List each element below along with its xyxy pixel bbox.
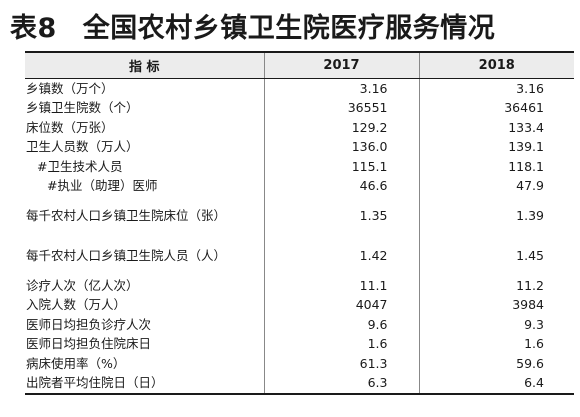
- table-header: 指 标 2017 2018: [25, 53, 574, 79]
- value-2018: 1.6: [418, 334, 574, 354]
- header-row: 指 标 2017 2018: [25, 53, 574, 79]
- value-2017: 36551: [263, 98, 419, 118]
- value-2017: 61.3: [263, 354, 419, 374]
- table-row: 医师日均担负住院床日 1.6 1.6: [25, 334, 574, 354]
- row-label: 乡镇卫生院数（个）: [26, 100, 139, 116]
- table-row: 乡镇数（万个） 3.16 3.16: [25, 78, 574, 99]
- table-row: 出院者平均住院日（日） 6.3 6.4: [25, 373, 574, 393]
- row-label-sub: #执业（助理）医师: [47, 178, 158, 194]
- value-2018: 47.9: [418, 176, 574, 196]
- row-label-sub: #卫生技术人员: [37, 158, 123, 174]
- value-2017: 11.1: [263, 276, 419, 296]
- row-label: 每千农村人口乡镇卫生院床位（张）: [26, 208, 227, 223]
- row-label: 诊疗人次（亿人次）: [26, 277, 139, 293]
- row-label: 病床使用率（%）: [26, 355, 126, 371]
- value-2018: 139.1: [418, 137, 574, 157]
- header-year-2018: 2018: [418, 53, 574, 79]
- table-row: 乡镇卫生院数（个） 36551 36461: [25, 98, 574, 118]
- table-row: 诊疗人次（亿人次） 11.1 11.2: [25, 276, 574, 296]
- value-2017: 129.2: [263, 118, 419, 138]
- value-2018: 36461: [418, 98, 574, 118]
- value-2017: 6.3: [263, 373, 419, 393]
- value-2018: 133.4: [418, 118, 574, 138]
- value-2018: 59.6: [418, 354, 574, 374]
- row-label: 床位数（万张）: [26, 119, 114, 135]
- value-2017: 46.6: [263, 176, 419, 196]
- value-2017: 4047: [263, 295, 419, 315]
- value-2018: 3.16: [418, 78, 574, 99]
- table-row: 每千农村人口乡镇卫生院人员（人） 1.42 1.45: [25, 236, 574, 276]
- row-label: 医师日均担负住院床日: [26, 336, 152, 352]
- table-row: #卫生技术人员 115.1 118.1: [25, 157, 574, 177]
- table-row: #执业（助理）医师 46.6 47.9: [25, 176, 574, 196]
- value-2017: 1.6: [263, 334, 419, 354]
- header-indicator: 指 标: [25, 53, 264, 79]
- table-row: 卫生人员数（万人） 136.0 139.1: [25, 137, 574, 157]
- value-2018: 118.1: [418, 157, 574, 177]
- value-2017: 136.0: [263, 137, 419, 157]
- value-2017: 1.35: [263, 196, 419, 236]
- row-label: 医师日均担负诊疗人次: [26, 316, 152, 332]
- value-2018: 1.45: [418, 236, 574, 276]
- table-row: 每千农村人口乡镇卫生院床位（张） 1.35 1.39: [25, 196, 574, 236]
- value-2018: 9.3: [418, 315, 574, 335]
- row-label: 出院者平均住院日（日）: [26, 375, 164, 391]
- value-2018: 6.4: [418, 373, 574, 393]
- value-2018: 1.39: [418, 196, 574, 236]
- value-2018: 11.2: [418, 276, 574, 296]
- value-2017: 1.42: [263, 236, 419, 276]
- row-label: 卫生人员数（万人）: [26, 139, 139, 155]
- row-label: 每千农村人口乡镇卫生院人员（人）: [26, 248, 227, 263]
- table-body: 乡镇数（万个） 3.16 3.16 乡镇卫生院数（个） 36551 36461 …: [25, 78, 574, 393]
- statistics-table: 指 标 2017 2018 乡镇数（万个） 3.16 3.16 乡镇卫生院数（个…: [25, 51, 574, 395]
- table-row: 医师日均担负诊疗人次 9.6 9.3: [25, 315, 574, 335]
- table-row: 床位数（万张） 129.2 133.4: [25, 118, 574, 138]
- value-2018: 3984: [418, 295, 574, 315]
- table-title-text: 全国农村乡镇卫生院医疗服务情况: [82, 12, 496, 44]
- value-2017: 9.6: [263, 315, 419, 335]
- value-2017: 115.1: [263, 157, 419, 177]
- row-label: 入院人数（万人）: [26, 297, 127, 313]
- service-table: 指 标 2017 2018 乡镇数（万个） 3.16 3.16 乡镇卫生院数（个…: [25, 53, 574, 393]
- row-label: 乡镇数（万个）: [26, 80, 114, 96]
- table-row: 病床使用率（%） 61.3 59.6: [25, 354, 574, 374]
- header-year-2017: 2017: [263, 53, 419, 79]
- table-row: 入院人数（万人） 4047 3984: [25, 295, 574, 315]
- table-number: 表8: [10, 12, 57, 44]
- page-title: 表8 全国农村乡镇卫生院医疗服务情况: [10, 4, 576, 46]
- value-2017: 3.16: [263, 78, 419, 99]
